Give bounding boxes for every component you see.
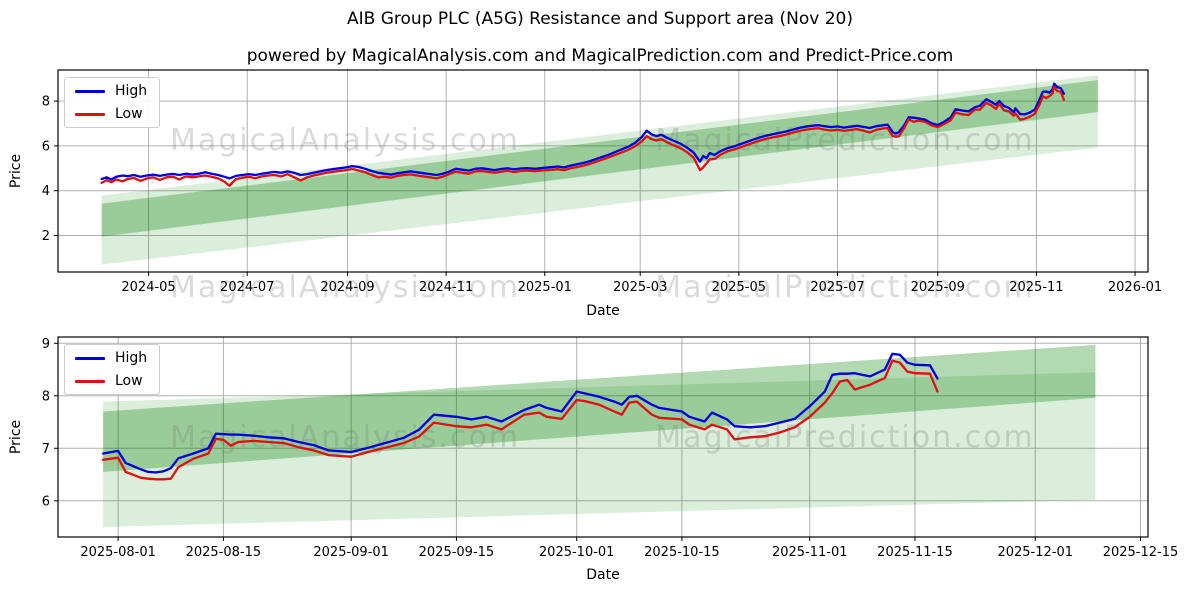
plot-border [57, 69, 1149, 273]
x-tick-label: 2024-07 [220, 280, 274, 295]
legend-item-high: High [75, 350, 147, 366]
y-tick-label: 4 [42, 184, 50, 199]
low-line-swatch [75, 379, 105, 383]
high-line [100, 82, 1066, 181]
x-tick-label: 2025-11 [1009, 280, 1063, 295]
x-tick-label: 2025-01 [518, 280, 572, 295]
watermark-magicalanalysis: MagicalAnalysis.com [170, 270, 520, 305]
legend-label-low: Low [115, 106, 143, 122]
legend-item-low: Low [75, 106, 147, 122]
x-tick-label: 2025-03 [613, 280, 667, 295]
high-line-swatch [75, 356, 105, 360]
y-tick-label: 6 [42, 139, 50, 154]
y-tick-label: 8 [42, 95, 50, 110]
low-line-swatch [75, 112, 105, 116]
support-band-light [103, 372, 1096, 527]
high-line [101, 352, 939, 474]
legend-label-high: High [115, 350, 148, 366]
watermark-magicalanalysis: MagicalAnalysis.com [170, 123, 520, 158]
high-line-swatch [75, 89, 105, 93]
x-axis-label-bottom: Date [586, 567, 620, 583]
x-tick-label: 2025-12-15 [1103, 545, 1179, 560]
legend-label-low: Low [115, 373, 143, 389]
watermark-magicalanalysis: MagicalAnalysis.com [170, 420, 520, 455]
y-axis-label-top: Price [8, 153, 24, 189]
x-axis-label-top: Date [586, 303, 620, 319]
y-tick-label: 9 [42, 337, 50, 352]
x-tick-label: 2025-09 [911, 280, 965, 295]
low-line [101, 359, 939, 481]
x-tick-label: 2024-11 [419, 280, 473, 295]
x-tick-label: 2026-01 [1108, 280, 1162, 295]
figure-subtitle: powered by MagicalAnalysis.com and Magic… [246, 46, 954, 66]
x-tick-label: 2025-11-01 [772, 545, 848, 560]
legend-item-high: High [75, 83, 147, 99]
y-tick-label: 2 [42, 229, 50, 244]
legend-item-low: Low [75, 373, 147, 389]
y-axis-label-bottom: Price [8, 419, 24, 455]
y-tick-label: 6 [42, 494, 50, 509]
x-tick-label: 2024-05 [121, 280, 175, 295]
support-band-light [101, 75, 1098, 265]
figure-title: AIB Group PLC (A5G) Resistance and Suppo… [347, 9, 853, 29]
x-tick-label: 2025-07 [810, 280, 864, 295]
x-tick-label: 2025-08-01 [80, 545, 156, 560]
x-tick-label: 2025-10-15 [644, 545, 720, 560]
legend-label-high: High [115, 83, 148, 99]
x-tick-label: 2025-09-15 [419, 545, 495, 560]
legend-bottom-chart: High Low [64, 344, 161, 395]
plot-border [57, 336, 1149, 538]
low-line [100, 85, 1066, 187]
x-tick-label: 2025-09-01 [313, 545, 389, 560]
x-tick-label: 2025-12-01 [997, 545, 1073, 560]
x-tick-label: 2025-05 [712, 280, 766, 295]
x-tick-label: 2025-11-15 [877, 545, 953, 560]
resistance-band-dark [103, 344, 1096, 472]
x-tick-label: 2024-09 [320, 280, 374, 295]
y-tick-label: 7 [42, 442, 50, 457]
y-tick-label: 8 [42, 389, 50, 404]
legend-top-chart: High Low [64, 77, 161, 128]
watermark-magicalprediction: MagicalPrediction.com [655, 270, 1035, 305]
x-tick-label: 2025-10-01 [539, 545, 615, 560]
x-tick-label: 2025-08-15 [186, 545, 262, 560]
